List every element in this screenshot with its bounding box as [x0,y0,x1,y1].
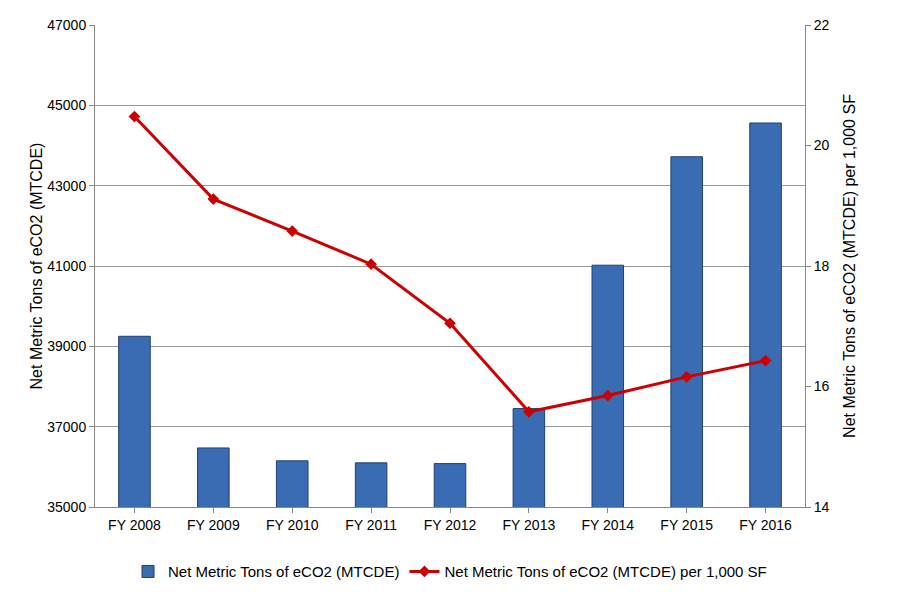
svg-text:18: 18 [814,258,830,274]
svg-text:FY 2010: FY 2010 [266,517,319,533]
svg-text:Net Metric Tons of eCO2 (MTCDE: Net Metric Tons of eCO2 (MTCDE) per 1,00… [444,563,766,580]
svg-text:FY 2015: FY 2015 [660,517,713,533]
svg-text:43000: 43000 [47,178,86,194]
svg-text:39000: 39000 [47,338,86,354]
svg-text:FY 2012: FY 2012 [424,517,477,533]
svg-text:FY 2014: FY 2014 [581,517,634,533]
svg-text:FY 2008: FY 2008 [108,517,161,533]
svg-text:14: 14 [814,499,830,515]
svg-text:22: 22 [814,17,830,33]
svg-text:FY 2016: FY 2016 [739,517,792,533]
svg-text:FY 2011: FY 2011 [345,517,397,533]
svg-text:16: 16 [814,378,830,394]
svg-text:47000: 47000 [47,17,86,33]
svg-text:41000: 41000 [47,258,86,274]
svg-text:FY 2013: FY 2013 [503,517,556,533]
svg-text:35000: 35000 [47,499,86,515]
svg-text:Net Metric Tons of eCO2 (MTCDE: Net Metric Tons of eCO2 (MTCDE) [28,143,45,390]
svg-text:45000: 45000 [47,97,86,113]
svg-text:Net Metric Tons of eCO2 (MTCDE: Net Metric Tons of eCO2 (MTCDE) per 1,00… [841,94,858,438]
svg-text:37000: 37000 [47,419,86,435]
svg-text:20: 20 [814,137,830,153]
svg-text:Net Metric Tons of eCO2 (MTCDE: Net Metric Tons of eCO2 (MTCDE) [168,563,399,580]
svg-text:FY 2009: FY 2009 [187,517,240,533]
